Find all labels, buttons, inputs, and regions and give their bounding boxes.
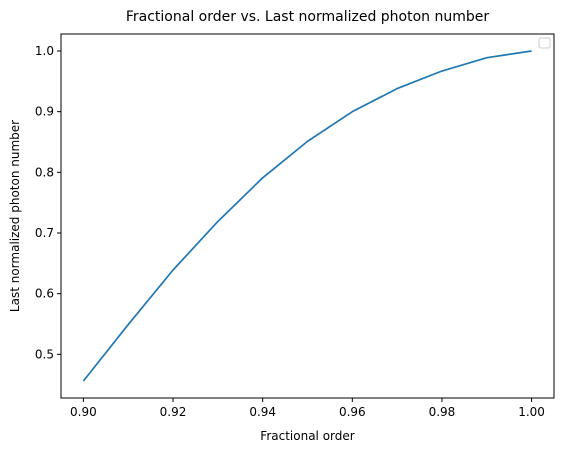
series-line <box>82 50 532 382</box>
chart-title: Fractional order vs. Last normalized pho… <box>126 9 490 25</box>
y-tick-label: 0.9 <box>35 105 54 119</box>
legend-box <box>538 37 551 49</box>
y-tick-label: 0.5 <box>35 347 54 361</box>
x-tick-label: 0.90 <box>70 405 97 419</box>
x-axis-title: Fractional order <box>260 429 354 443</box>
x-axis: 0.90 0.92 0.94 0.96 0.98 1.00 <box>70 398 545 419</box>
x-tick-label: 0.92 <box>160 405 187 419</box>
plot-area <box>82 50 532 382</box>
y-tick-label: 0.7 <box>35 226 54 240</box>
y-axis: 0.5 0.6 0.7 0.8 0.9 1.0 <box>35 44 61 361</box>
y-tick-label: 1.0 <box>35 44 54 58</box>
axes-frame <box>60 33 555 399</box>
y-tick-label: 0.8 <box>35 165 54 179</box>
x-tick-label: 0.94 <box>249 405 276 419</box>
y-tick-label: 0.6 <box>35 287 54 301</box>
x-tick-label: 1.00 <box>518 405 545 419</box>
x-tick-label: 0.98 <box>429 405 456 419</box>
y-axis-title: Last normalized photon number <box>8 120 22 312</box>
x-tick-label: 0.96 <box>339 405 366 419</box>
